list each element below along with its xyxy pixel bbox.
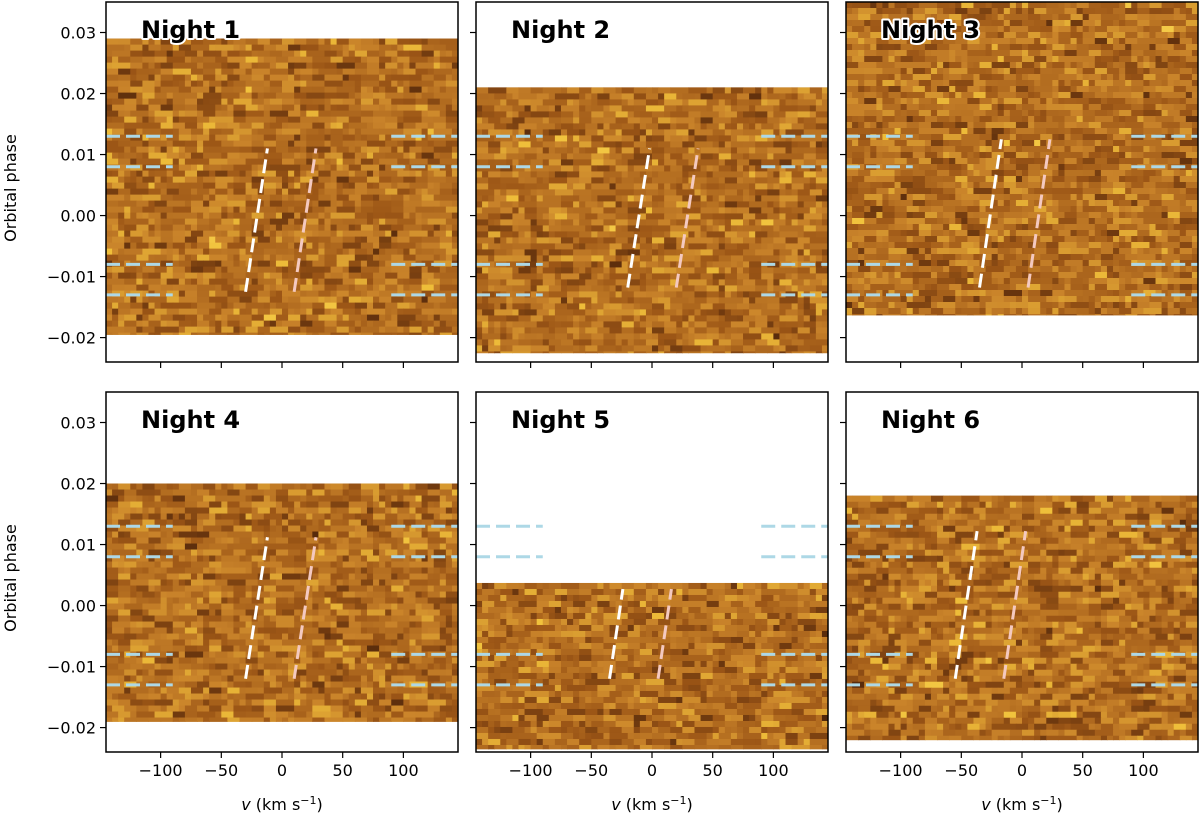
- transit-markers: [476, 524, 828, 687]
- x-axis-label-exp: −1: [1040, 794, 1056, 807]
- planet-trails: [244, 148, 318, 293]
- panel-title: Night 2: [511, 16, 610, 44]
- heatmap: [476, 87, 828, 354]
- planet-trails: [978, 139, 1052, 288]
- heatmap: [106, 483, 458, 722]
- x-tick-label: 0: [277, 761, 287, 780]
- transit-markers: [846, 134, 1198, 297]
- panel-title: Night 3: [881, 16, 980, 44]
- transit-markers: [476, 134, 828, 297]
- planet-trail-left: [244, 536, 269, 680]
- x-tick-label: −50: [574, 761, 608, 780]
- panel-title: Night 4: [141, 406, 240, 434]
- planet-trails: [953, 530, 1028, 679]
- x-tick-label: 50: [1073, 761, 1093, 780]
- x-axis-label-close: ): [687, 795, 693, 814]
- x-tick-label: −50: [944, 761, 978, 780]
- x-axis-label-var: v: [241, 795, 251, 814]
- heatmap: [846, 495, 1198, 741]
- x-axis-label-var: v: [981, 795, 991, 814]
- y-tick-label: 0.03: [60, 24, 96, 43]
- x-tick-label: −100: [509, 761, 553, 780]
- x-axis-label-exp: −1: [670, 794, 686, 807]
- panel-title: Night 5: [511, 406, 610, 434]
- planet-trail-right: [292, 536, 318, 680]
- planet-trails: [626, 148, 700, 288]
- planet-trail-right: [1026, 139, 1052, 288]
- x-tick-label: 50: [703, 761, 723, 780]
- planet-trail-right: [1002, 530, 1028, 679]
- y-tick-label: 0.01: [60, 146, 96, 165]
- y-tick-label: 0.02: [60, 475, 96, 494]
- heatmap: [846, 2, 1198, 316]
- x-axis-label-col1: v (km s−1): [241, 794, 323, 814]
- panel-night-2: Night 2: [470, 1, 829, 368]
- panel-night-1: −0.02 −0.01 0.00 0.01 0.02 0.03 Night 1: [47, 1, 459, 368]
- x-axis-label-close: ): [317, 795, 323, 814]
- heatmap: [476, 582, 828, 750]
- panel-title: Night 6: [881, 406, 980, 434]
- y-tick-label: −0.02: [47, 719, 96, 738]
- y-tick-label: −0.01: [47, 658, 96, 677]
- y-tick-label: 0.00: [60, 597, 96, 616]
- x-tick-label: −100: [879, 761, 923, 780]
- planet-trail-left: [244, 148, 269, 293]
- planet-trails: [608, 588, 673, 680]
- heatmap: [106, 38, 458, 335]
- planet-trail-left: [626, 148, 652, 288]
- x-axis-label-unit: (km s: [251, 795, 301, 814]
- planet-trail-left: [978, 139, 1003, 288]
- panel-title: Night 1: [141, 16, 240, 44]
- panel-night-4: −100 −50 0 50 100 −0.02 −0.01 0.00 0.01 0.02 0.03 N…: [47, 391, 459, 780]
- planet-trails: [244, 536, 318, 680]
- x-tick-label: 0: [1017, 761, 1027, 780]
- planet-trail-right: [292, 148, 318, 293]
- planet-trail-right: [656, 588, 673, 680]
- x-tick-label: 100: [388, 761, 419, 780]
- x-axis-label-exp: −1: [300, 794, 316, 807]
- x-tick-label: 100: [1128, 761, 1159, 780]
- transit-markers: [106, 134, 458, 297]
- x-tick-label: −50: [204, 761, 238, 780]
- panel-night-5: −100 −50 0 50 100 Night 5: [470, 391, 829, 780]
- x-axis-label-close: ): [1057, 795, 1063, 814]
- y-tick-label: −0.01: [47, 268, 96, 287]
- panel-night-3: Night 3: [840, 1, 1199, 368]
- x-tick-label: 100: [758, 761, 789, 780]
- x-axis-label-unit: (km s: [991, 795, 1041, 814]
- y-tick-label: 0.00: [60, 207, 96, 226]
- y-tick-label: −0.02: [47, 329, 96, 348]
- x-axis-label-col3: v (km s−1): [981, 794, 1063, 814]
- y-axis-label-top: Orbital phase: [1, 134, 20, 242]
- transit-markers: [846, 524, 1198, 687]
- x-axis-label-unit: (km s: [621, 795, 671, 814]
- planet-trail-left: [608, 588, 625, 680]
- x-tick-label: 50: [333, 761, 353, 780]
- y-tick-label: 0.03: [60, 414, 96, 433]
- x-tick-label: −100: [139, 761, 183, 780]
- planet-trail-right: [674, 148, 700, 288]
- panel-night-6: −100 −50 0 50 100 Night 6: [840, 391, 1199, 780]
- y-tick-label: 0.01: [60, 536, 96, 555]
- x-axis-label-col2: v (km s−1): [611, 794, 693, 814]
- x-axis-label-var: v: [611, 795, 621, 814]
- panels-group: −0.02 −0.01 0.00 0.01 0.02 0.03 Night 1 Night 2…: [47, 1, 1199, 780]
- transit-markers: [106, 524, 458, 687]
- x-tick-label: 0: [647, 761, 657, 780]
- planet-trail-left: [953, 530, 979, 679]
- y-tick-label: 0.02: [60, 85, 96, 104]
- y-axis-label-bottom: Orbital phase: [1, 524, 20, 632]
